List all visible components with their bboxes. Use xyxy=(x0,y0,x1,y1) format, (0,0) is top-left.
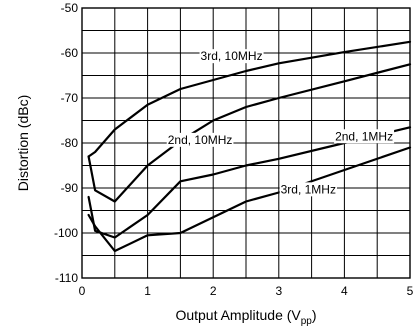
x-tick-label: 5 xyxy=(407,284,414,298)
curve-label-background xyxy=(279,182,337,197)
series-line-3 xyxy=(87,126,412,239)
y-tick-label: -60 xyxy=(61,46,79,60)
plot-frame xyxy=(81,7,411,279)
x-axis-title-main: Output Amplitude (V xyxy=(175,307,301,323)
curve-label-background xyxy=(166,132,234,147)
y-tick-label: -50 xyxy=(61,1,79,15)
series-line-4 xyxy=(87,146,412,253)
y-tick-label: -70 xyxy=(61,91,79,105)
curve-label: 2nd, 1MHz xyxy=(335,129,393,143)
curve-label: 2nd, 10MHz xyxy=(168,133,233,147)
curve-label-group: 3rd, 10MHz xyxy=(199,49,264,64)
curve-label-background xyxy=(199,49,264,64)
y-tick-label: -110 xyxy=(55,271,78,285)
y-tick-label: -90 xyxy=(61,181,79,195)
x-axis-title: Output Amplitude (Vpp) xyxy=(175,307,316,327)
x-tick-labels: 0 1 2 3 4 5 xyxy=(79,284,414,298)
curve-label-group: 2nd, 1MHz xyxy=(334,129,395,144)
x-tick-label: 0 xyxy=(79,284,86,298)
y-tick-label: -100 xyxy=(54,226,78,240)
curves xyxy=(87,40,412,253)
curve-label-group: 3rd, 1MHz xyxy=(279,182,337,197)
curve-labels: 3rd, 10MHz 2nd, 10MHz 2nd, 1MHz 3rd, 1MHz xyxy=(166,49,395,197)
y-tick-labels: -50 -60 -70 -80 -90 -100 -110 xyxy=(54,1,78,285)
y-axis-title: Distortion (dBc) xyxy=(15,95,31,191)
curve-label-background xyxy=(334,129,395,144)
x-axis-title-subscript: pp xyxy=(301,316,313,327)
x-tick-label: 1 xyxy=(144,284,151,298)
x-axis-title-end: ) xyxy=(312,307,317,323)
curve-label-group: 2nd, 10MHz xyxy=(166,132,234,147)
x-tick-label: 4 xyxy=(341,284,348,298)
series-line-2 xyxy=(87,63,412,203)
series-line-1 xyxy=(87,40,412,158)
curve-label: 3rd, 10MHz xyxy=(201,49,263,63)
curve-label: 3rd, 1MHz xyxy=(281,182,336,196)
x-tick-label: 3 xyxy=(275,284,282,298)
y-tick-label: -80 xyxy=(61,136,79,150)
x-tick-label: 2 xyxy=(210,284,217,298)
